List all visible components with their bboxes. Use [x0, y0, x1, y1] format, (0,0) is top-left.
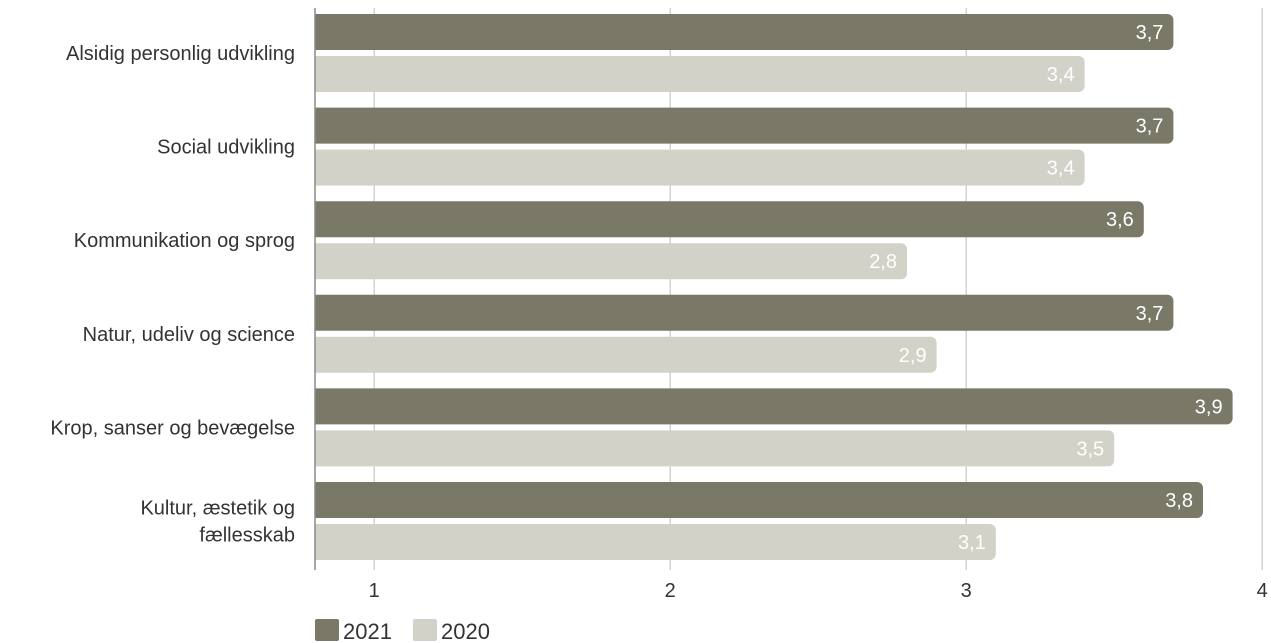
legend-swatch-2021 [315, 619, 339, 641]
bar-2020 [315, 149, 1085, 186]
bar-2020 [315, 243, 907, 280]
category-label: Kultur, æstetik og fællesskab [140, 498, 295, 547]
bar-2020 [315, 336, 937, 373]
category-label: Krop, sanser og bevægelse [50, 417, 295, 439]
data-label: 3,7 [1136, 116, 1164, 138]
legend: 2021 2020 [315, 619, 490, 643]
bar-2021 [315, 201, 1144, 238]
data-label: 2,9 [899, 345, 927, 367]
category-label: Alsidig personlig udvikling [66, 43, 295, 65]
category-label: Natur, udeliv og science [83, 324, 295, 346]
x-tick-label: 4 [1257, 580, 1268, 602]
legend-label-2021: 2021 [343, 619, 392, 643]
bar-2020 [315, 524, 996, 560]
x-tick-labels: 1 2 3 4 [369, 580, 1268, 602]
data-label: 2,8 [869, 251, 897, 273]
data-label: 3,7 [1136, 22, 1164, 44]
data-label: 3,7 [1136, 303, 1164, 325]
x-tick-label: 2 [665, 580, 676, 602]
data-label: 3,4 [1047, 64, 1075, 86]
category-labels: Alsidig personlig udvikling Social udvikl… [50, 43, 295, 547]
bar-2021 [315, 294, 1174, 331]
data-label: 3,6 [1106, 209, 1134, 231]
bar-2021 [315, 482, 1203, 518]
data-label: 3,9 [1195, 396, 1223, 418]
bar-2021 [315, 388, 1233, 425]
category-label: Social udvikling [157, 137, 295, 159]
bar-2020 [315, 56, 1085, 92]
bar-2021 [315, 107, 1174, 144]
bar-2021 [315, 14, 1174, 50]
bars: 3,7 3,4 3,7 3,4 3,6 2,8 3,7 2,9 3,9 3,5 3,8 3,1 [315, 14, 1233, 560]
bar-2020 [315, 430, 1115, 467]
data-label: 3,5 [1076, 438, 1104, 460]
data-label: 3,4 [1047, 158, 1075, 180]
x-tick-label: 1 [369, 580, 380, 602]
legend-swatch-2020 [413, 619, 437, 641]
gridlines [373, 8, 1263, 570]
x-tick-label: 3 [961, 580, 972, 602]
legend-label-2020: 2020 [441, 619, 490, 643]
category-label: Kommunikation og sprog [74, 230, 295, 252]
data-label: 3,1 [958, 532, 986, 554]
data-label: 3,8 [1165, 490, 1193, 512]
